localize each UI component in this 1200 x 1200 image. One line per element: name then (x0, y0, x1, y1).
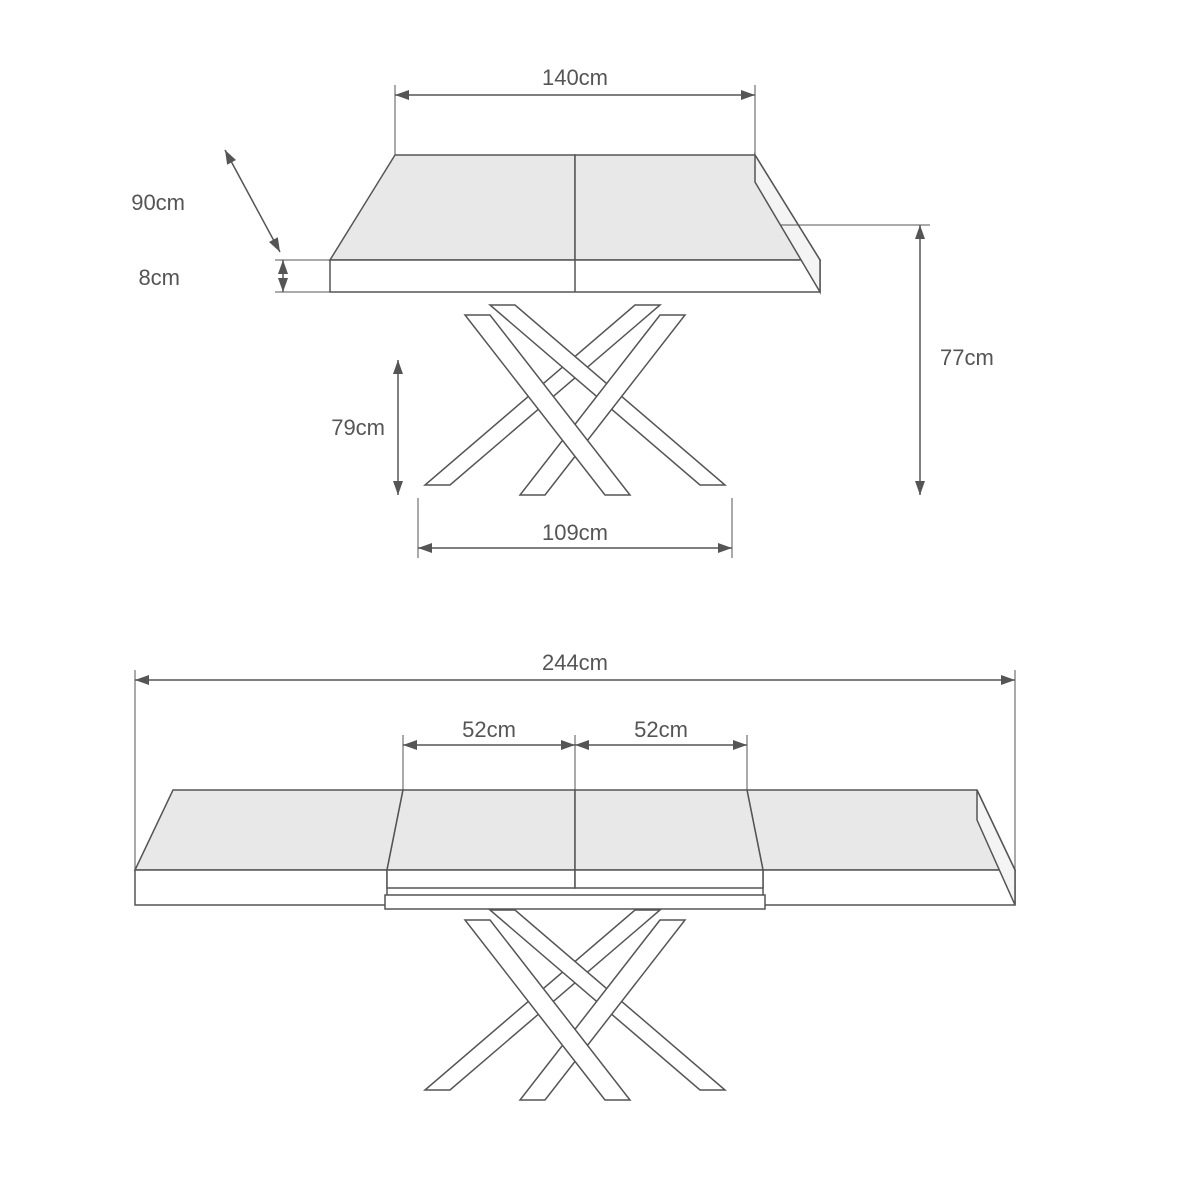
dim-leaf-52a: 52cm (403, 717, 575, 790)
dim-legspan-109: 109cm (418, 498, 732, 558)
dim-leg-79: 79cm (331, 360, 403, 495)
label-79cm: 79cm (331, 415, 385, 440)
view-extended: 244cm 52cm 52cm (135, 650, 1015, 1100)
technical-drawing: 140cm 90cm 8cm 77cm 79cm 109cm (0, 0, 1200, 1200)
dim-leaf-52b: 52cm (575, 717, 747, 790)
dim-width-140: 140cm (395, 65, 755, 155)
label-52cm-a: 52cm (462, 717, 516, 742)
label-77cm: 77cm (940, 345, 994, 370)
label-140cm: 140cm (542, 65, 608, 90)
label-90cm: 90cm (131, 190, 185, 215)
dim-thickness-8: 8cm (138, 260, 330, 292)
label-244cm: 244cm (542, 650, 608, 675)
view-closed: 140cm 90cm 8cm 77cm 79cm 109cm (131, 65, 994, 558)
label-109cm: 109cm (542, 520, 608, 545)
label-8cm: 8cm (138, 265, 180, 290)
label-52cm-b: 52cm (634, 717, 688, 742)
dim-depth-90: 90cm (131, 148, 284, 255)
